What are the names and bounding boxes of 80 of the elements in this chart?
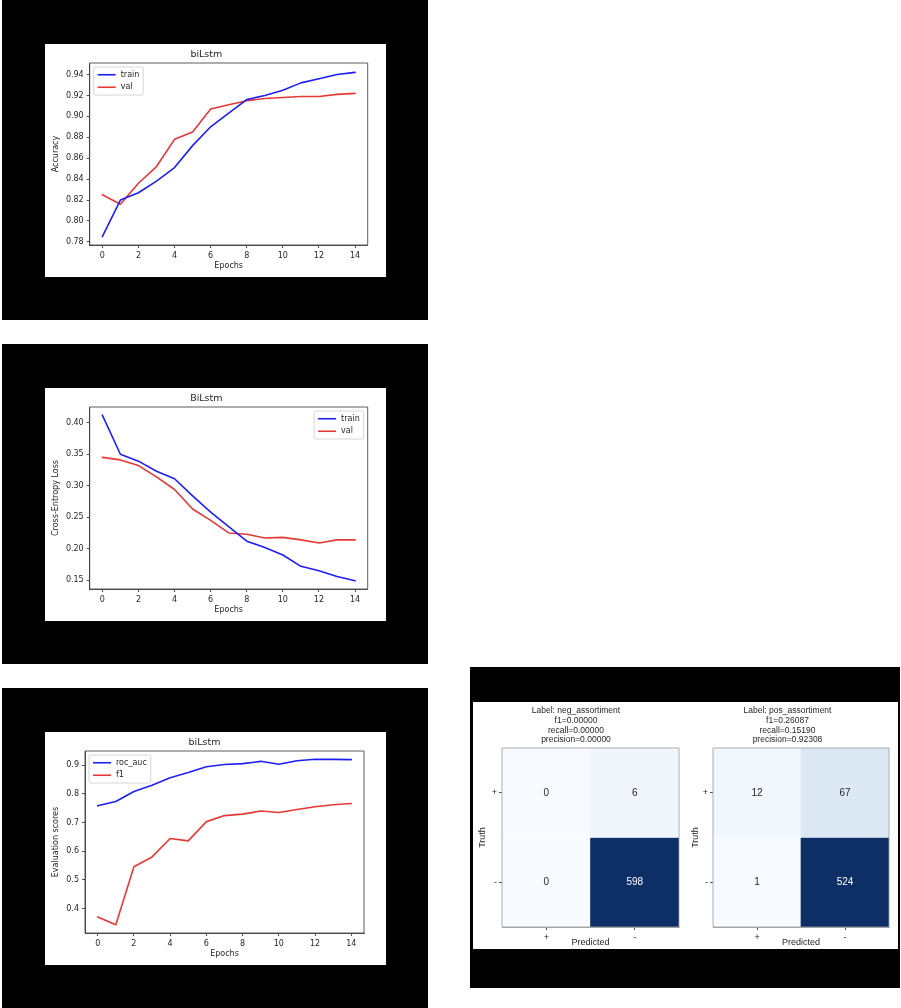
data-label: 12 [751, 786, 763, 798]
chart-title: biLstm [188, 735, 221, 747]
x-tick-label: 10 [273, 938, 284, 948]
legend-label: train [120, 69, 140, 79]
y-tick-label: 0.25 [65, 512, 84, 522]
data-label: 0 [543, 876, 550, 887]
legend-label: val [341, 426, 353, 436]
chart-title: BiLstm [190, 391, 223, 403]
x-axis-title: Epochs [210, 949, 239, 959]
x-tick-label: 4 [172, 250, 178, 260]
chart-subtitle: f1=0.26087 recall=0.15190 precision=0.92308 [752, 714, 823, 745]
data-label: 6 [631, 786, 638, 798]
y-tick-label: 0.4 [66, 903, 79, 913]
x-axis-title: Epochs [214, 261, 244, 271]
x-tick-label: 8 [244, 594, 250, 604]
chart-title: biLstm [190, 47, 223, 59]
x-axis-title: Epochs [214, 605, 244, 615]
x-tick-label: 0 [99, 594, 105, 604]
y-tick-label: 0.92 [65, 90, 84, 100]
y-tick-label: 0.6 [66, 846, 79, 856]
y-axis-title: Truth [476, 827, 487, 848]
y-tick-label: 0.84 [65, 174, 84, 184]
x-tick-label: 8 [244, 250, 250, 260]
x-tick-label: 0 [95, 938, 101, 948]
x-tick-label: 6 [208, 594, 214, 604]
data-label: 0 [543, 786, 550, 798]
x-tick-label: 14 [349, 250, 361, 260]
x-tick-label: 14 [346, 938, 357, 948]
chart-title: Label: neg_assortiment [531, 705, 621, 716]
x-axis-title: Predicted [781, 937, 821, 948]
legend-label: f1 [116, 770, 124, 780]
y-tick-label: 0.15 [65, 575, 84, 585]
x-tick-label: 12 [313, 250, 325, 260]
y-tick-label: 0.40 [65, 417, 84, 427]
data-label: 1 [754, 876, 761, 887]
x-tick-label: 6 [208, 250, 214, 260]
x-tick-label: 2 [135, 594, 141, 604]
data-label: 524 [836, 876, 854, 887]
y-axis-title: Accuracy [50, 135, 60, 173]
y-tick-label: 0.88 [65, 132, 84, 142]
x-axis-title: Predicted [571, 937, 610, 948]
y-tick-label: 0.90 [65, 111, 84, 121]
x-tick-label: 14 [349, 594, 361, 604]
y-axis-title: Cross-Entropy Loss [50, 460, 60, 536]
x-tick-label: 10 [277, 594, 288, 604]
x-tick-label: 2 [135, 250, 141, 260]
y-tick-label: 0.80 [65, 216, 84, 226]
y-tick-label: 0.8 [66, 788, 79, 798]
x-tick-label: 6 [203, 938, 209, 948]
x-tick-label: 12 [313, 594, 325, 604]
y-tick-label: 0.9 [66, 760, 79, 770]
data-label: 598 [626, 876, 644, 887]
x-tick-label: 4 [172, 594, 178, 604]
legend-label: roc_auc [116, 757, 147, 767]
x-tick-label: - [633, 931, 637, 942]
y-tick-label: 0.30 [65, 480, 84, 490]
x-tick-label: + [754, 931, 760, 942]
x-tick-label: 12 [309, 938, 321, 948]
legend-label: val [120, 82, 133, 92]
x-tick-label: 4 [167, 938, 173, 948]
y-tick-label: 0.82 [65, 195, 84, 205]
legend-label: train [341, 413, 360, 423]
y-tick-label: 0.7 [66, 817, 79, 827]
y-tick-label: 0.5 [66, 874, 79, 884]
data-label: 67 [839, 786, 851, 798]
x-tick-label: 0 [99, 250, 105, 260]
chart-title: Label: pos_assortiment [743, 705, 833, 716]
y-tick-label: 0.35 [65, 449, 84, 459]
chart-subtitle: f1=0.00000 recall=0.00000 precision=0.00000 [541, 714, 612, 745]
x-tick-label: 8 [240, 938, 246, 948]
y-tick-label: 0.94 [65, 69, 84, 79]
x-tick-label: 10 [277, 250, 288, 260]
y-axis-title: Evaluation scores [50, 806, 60, 878]
x-tick-label: - [843, 931, 847, 942]
y-tick-label: 0.20 [65, 543, 84, 553]
x-tick-label: + [543, 931, 549, 942]
y-tick-label: 0.86 [65, 153, 84, 163]
y-tick-label: 0.78 [65, 236, 84, 246]
y-axis-title: Truth [689, 827, 700, 848]
x-tick-label: 2 [131, 938, 137, 948]
